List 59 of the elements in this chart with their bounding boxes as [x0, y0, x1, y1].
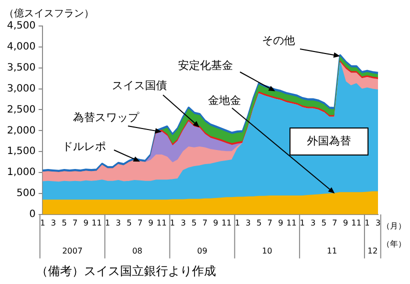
- y-tick-label: 500: [16, 188, 36, 200]
- y-tick-label: 0: [29, 208, 36, 220]
- x-tick-label: 11: [286, 218, 297, 228]
- x-tick-label: 9: [278, 218, 284, 228]
- x-tick-label: 7: [202, 218, 208, 228]
- x-tick-label: 1: [40, 218, 46, 228]
- text: 安定化基金: [178, 58, 233, 72]
- text: （月）: [382, 221, 406, 230]
- x-tick-label: 11: [351, 218, 362, 228]
- series-label: ドルレポ: [62, 140, 106, 153]
- text: スイス国債: [112, 78, 167, 92]
- x-tick-label: 11: [156, 218, 167, 228]
- x-tick-label: 5: [321, 218, 326, 228]
- x-tick-label: 5: [62, 218, 67, 228]
- y-tick-label: 1,500: [6, 146, 36, 158]
- text: 10: [262, 246, 272, 256]
- y-axis-title: （億スイスフラン）: [4, 8, 94, 20]
- series-label: 外国為替: [307, 134, 351, 148]
- y-tick-label: 3,500: [6, 62, 36, 74]
- x-tick-label: 5: [192, 218, 197, 228]
- x-tick-label: 3: [310, 218, 316, 228]
- y-tick-label: 2,000: [6, 125, 36, 136]
- text: 08: [132, 246, 142, 256]
- y-tick-label: 1,000: [6, 167, 36, 178]
- text: 金地金: [208, 94, 241, 107]
- text: 2007: [62, 246, 83, 256]
- x-tick-label: 3: [50, 218, 56, 228]
- x-tick-label: 1: [234, 218, 240, 228]
- x-tick-label: 11: [221, 218, 232, 228]
- x-tick-label: 1: [300, 218, 305, 228]
- text: （備考）スイス国立銀行より作成: [36, 264, 216, 278]
- text: その他: [262, 34, 295, 47]
- text: （年）: [382, 239, 406, 248]
- x-tick-label: 1: [104, 218, 110, 228]
- x-tick-label: 7: [332, 218, 338, 228]
- x-tick-label: 5: [256, 218, 262, 228]
- x-tick-label: 3: [180, 218, 186, 228]
- x-tick-label: 7: [72, 218, 78, 228]
- x-tick-label: 3: [246, 218, 251, 228]
- y-tick-label: 4,500: [6, 20, 36, 32]
- x-tick-label: 3: [116, 218, 121, 228]
- x-tick-label: 9: [83, 218, 88, 228]
- series-label: 為替スワップ: [73, 110, 140, 124]
- x-tick-label: 9: [343, 218, 348, 228]
- text: 09: [197, 246, 208, 256]
- y-tick-label: 2,500: [6, 104, 36, 116]
- x-tick-label: 7: [267, 218, 272, 228]
- text: 12: [367, 246, 378, 256]
- x-tick-label: 11: [92, 218, 102, 228]
- x-tick-label: 1: [170, 218, 175, 228]
- text: 11: [326, 246, 338, 256]
- x-tick-label: 1: [364, 218, 370, 228]
- x-tick-label: 9: [148, 218, 154, 228]
- x-tick-label: 3: [375, 218, 381, 228]
- x-tick-label: 7: [137, 218, 143, 228]
- y-tick-label: 3,000: [6, 83, 36, 94]
- x-tick-label: 5: [126, 218, 132, 228]
- y-tick-label: 4,000: [6, 42, 36, 53]
- x-tick-label: 9: [213, 218, 218, 228]
